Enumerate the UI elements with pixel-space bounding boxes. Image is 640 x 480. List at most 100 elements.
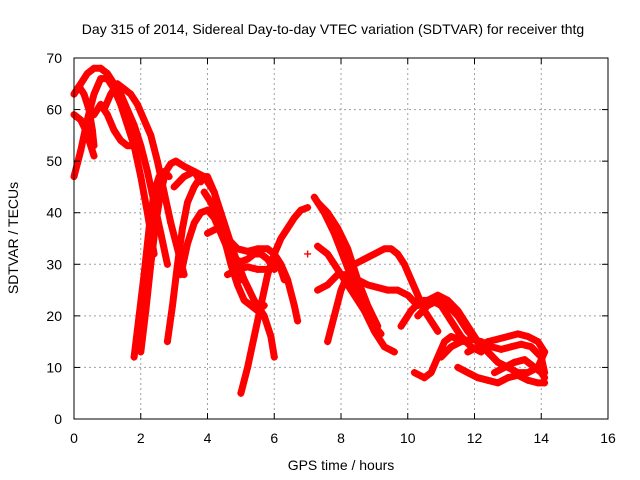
data-point-marker [123, 106, 131, 114]
data-point-marker [541, 348, 549, 356]
data-point-marker [247, 302, 255, 310]
data-point-marker [364, 312, 372, 320]
data-point-marker [427, 369, 435, 377]
data-point-marker [264, 265, 272, 273]
grid [74, 58, 608, 419]
data-point-marker [494, 379, 502, 387]
data-point-marker [324, 250, 332, 258]
data-point-marker [514, 371, 522, 379]
data-point-marker [190, 219, 198, 227]
data-point-marker [85, 106, 93, 114]
data-point-marker [314, 286, 322, 294]
data-point-marker [234, 245, 242, 253]
y-tick-label: 30 [46, 256, 62, 272]
data-point-marker [474, 343, 482, 351]
data-point-marker [142, 307, 150, 315]
data-point-marker [224, 235, 232, 242]
data-point-marker [127, 90, 135, 98]
data-point-marker [434, 327, 442, 335]
data-point-marker [270, 250, 278, 258]
data-point-marker [145, 224, 153, 232]
data-point-marker [454, 363, 462, 371]
data-point-marker [90, 90, 98, 98]
data-point-marker [514, 330, 522, 338]
data-point-marker [497, 345, 505, 353]
data-point-marker [180, 173, 188, 181]
data-point-marker [204, 206, 211, 214]
data-point-marker [364, 281, 372, 289]
series-arc-14 [237, 204, 312, 397]
data-point-marker [314, 198, 322, 206]
axes: 0 2 4 6 8 10 12 14 16 0 10 20 30 40 50 60 70 [46, 50, 616, 446]
data-point-marker [137, 142, 145, 150]
data-point-marker [334, 224, 342, 232]
x-tick-label: 16 [600, 430, 616, 446]
y-tick-label: 40 [46, 205, 62, 221]
series-arc-26 [437, 335, 549, 377]
data-point-marker [467, 335, 475, 343]
x-tick-label: 0 [70, 430, 78, 446]
data-point-marker [444, 302, 452, 310]
data-point-marker [304, 204, 312, 212]
data-point-marker [280, 276, 288, 284]
data-point-marker [130, 121, 138, 129]
data-point-marker [414, 291, 422, 299]
data-point-marker [97, 75, 105, 83]
data-point-marker [168, 302, 176, 310]
x-tick-label: 14 [533, 430, 549, 446]
data-point-marker [230, 250, 238, 258]
data-point-marker [337, 286, 345, 294]
data-point-marker [324, 209, 332, 217]
data-point-marker [117, 137, 125, 145]
data-point-marker [157, 188, 165, 196]
data-point-marker [344, 271, 352, 279]
data-point-marker [130, 142, 138, 150]
series-arc-06 [90, 100, 138, 150]
data-point-marker [214, 224, 222, 232]
data-point-marker [334, 265, 342, 273]
data-point-marker [414, 312, 422, 320]
data-point-marker [517, 340, 525, 348]
series-arc-03 [70, 111, 98, 160]
data-point-marker [324, 281, 332, 289]
data-point-marker [384, 286, 392, 294]
data-point-marker [537, 369, 545, 377]
data-point-marker [324, 338, 332, 346]
data-point-marker [330, 312, 338, 320]
data-point-marker [410, 369, 418, 377]
data-point-marker [427, 317, 435, 325]
data-point-marker [417, 296, 425, 304]
data-point-marker [270, 353, 278, 361]
x-tick-label: 6 [270, 430, 278, 446]
data-point-marker [277, 265, 285, 273]
data-point-marker [190, 167, 198, 175]
data-point-marker [484, 338, 492, 346]
y-axis-label: SDTVAR / TECUs [5, 182, 21, 294]
data-point-marker [494, 358, 502, 366]
data-point-marker [531, 363, 539, 371]
data-point-marker [507, 343, 515, 351]
data-point-marker [103, 111, 111, 119]
data-point-marker [123, 142, 131, 150]
data-point-marker [397, 322, 405, 330]
data-point-marker [224, 271, 232, 279]
data-point-marker [143, 167, 151, 175]
data-point-marker [354, 276, 362, 284]
data-point-marker [82, 126, 90, 134]
series-arc-28 [464, 330, 549, 356]
data-point-marker [404, 291, 412, 299]
data-point-marker [434, 296, 442, 304]
data-point-marker [394, 250, 402, 258]
data-point-marker [524, 376, 532, 384]
data-point-marker [244, 255, 252, 263]
data-point-marker [167, 219, 175, 227]
data-point-marker [537, 353, 545, 361]
data-point-marker [437, 353, 445, 361]
data-point-marker [163, 338, 171, 346]
data-point-marker [77, 147, 85, 155]
series-trace [454, 363, 549, 387]
data-point-marker [541, 374, 549, 382]
series-arc-29 [491, 356, 549, 382]
data-point-marker [90, 152, 98, 160]
data-point-marker [83, 69, 91, 77]
